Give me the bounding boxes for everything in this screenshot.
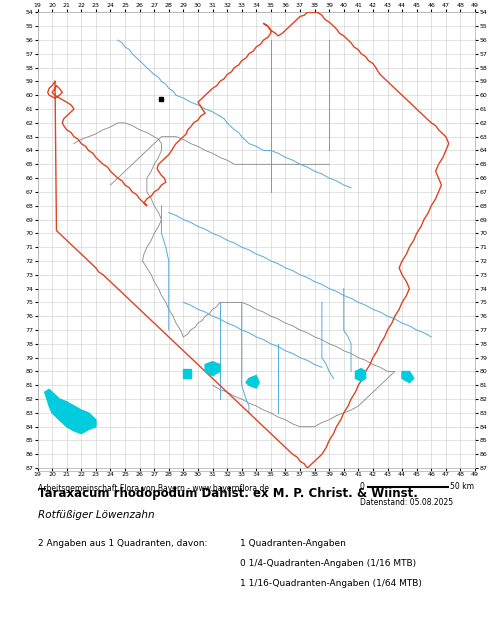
Text: 1 Quadranten-Angaben: 1 Quadranten-Angaben xyxy=(240,539,346,549)
Polygon shape xyxy=(356,369,366,381)
Text: 50 km: 50 km xyxy=(450,482,474,491)
Text: 1 1/16-Quadranten-Angaben (1/64 MTB): 1 1/16-Quadranten-Angaben (1/64 MTB) xyxy=(240,579,422,588)
Polygon shape xyxy=(45,389,96,433)
Polygon shape xyxy=(205,361,220,376)
Polygon shape xyxy=(402,371,414,383)
Text: 2 Angaben aus 1 Quadranten, davon:: 2 Angaben aus 1 Quadranten, davon: xyxy=(38,539,207,549)
Text: Datenstand: 05.08.2025: Datenstand: 05.08.2025 xyxy=(360,498,453,507)
Text: Rotfüßiger Löwenzahn: Rotfüßiger Löwenzahn xyxy=(38,510,154,520)
Text: Arbeitsgemeinschaft Flora von Bayern - www.bayernflora.de: Arbeitsgemeinschaft Flora von Bayern - w… xyxy=(38,484,268,493)
Text: 0: 0 xyxy=(360,482,365,491)
Polygon shape xyxy=(246,376,259,388)
Text: 0 1/4-Quadranten-Angaben (1/16 MTB): 0 1/4-Quadranten-Angaben (1/16 MTB) xyxy=(240,559,416,569)
Text: Taraxacum rhodopodum Dahlst. ex M. P. Christ. & Wiinst.: Taraxacum rhodopodum Dahlst. ex M. P. Ch… xyxy=(38,487,418,500)
Polygon shape xyxy=(184,369,190,378)
